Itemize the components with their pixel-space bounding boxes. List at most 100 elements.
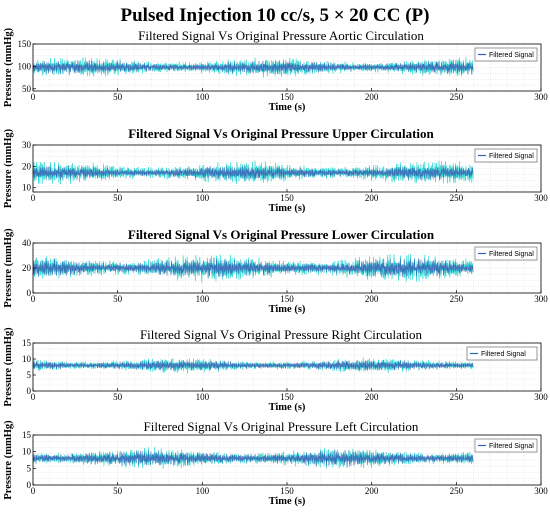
y-axis-label: Pressure (mmHg)	[3, 228, 14, 308]
series-filtered-line	[32, 165, 474, 181]
panel-3: Filtered Signal Vs Original Pressure Low…	[3, 227, 548, 315]
legend-label: Filtered Signal	[489, 52, 534, 59]
x-tick-label: 250	[450, 294, 464, 304]
x-tick-label: 100	[196, 486, 210, 496]
x-tick-label: 0	[31, 193, 36, 203]
x-tick-label: 300	[534, 92, 548, 102]
series-filtered-line	[32, 359, 474, 372]
x-tick-label: 150	[280, 486, 294, 496]
x-tick-label: 200	[365, 193, 379, 203]
x-tick-label: 250	[450, 486, 464, 496]
x-tick-label: 300	[534, 392, 548, 402]
y-tick-label: 20	[22, 161, 32, 171]
x-tick-label: 300	[534, 193, 548, 203]
series-filtered-trend-line	[32, 363, 474, 368]
y-tick-label: 5	[27, 370, 32, 380]
x-tick-label: 200	[365, 486, 379, 496]
y-tick-label: 15	[22, 430, 32, 440]
x-tick-label: 100	[196, 92, 210, 102]
legend: Filtered Signal	[466, 346, 538, 361]
y-axis-label: Pressure (mmHg)	[3, 420, 14, 500]
x-tick-label: 150	[280, 392, 294, 402]
x-tick-label: 50	[113, 92, 123, 102]
series-filtered-trend-line	[32, 455, 474, 461]
y-tick-label: 10	[22, 183, 32, 193]
series-filtered-line	[32, 257, 474, 278]
x-tick-label: 250	[450, 392, 464, 402]
x-tick-label: 0	[31, 294, 36, 304]
legend-label: Filtered Signal	[489, 153, 534, 160]
series-filtered-trend-line	[32, 265, 474, 272]
x-tick-label: 250	[450, 92, 464, 102]
panel-title: Filtered Signal Vs Original Pressure Lef…	[144, 419, 419, 434]
x-tick-label: 50	[113, 294, 123, 304]
x-tick-label: 200	[365, 392, 379, 402]
y-axis-label: Pressure (mmHg)	[3, 327, 14, 407]
x-tick-label: 0	[31, 392, 36, 402]
x-tick-label: 300	[534, 294, 548, 304]
legend: Filtered Signal	[474, 47, 538, 62]
x-tick-label: 0	[31, 486, 36, 496]
y-tick-label: 150	[18, 39, 32, 49]
x-tick-label: 0	[31, 92, 36, 102]
y-tick-label: 30	[22, 140, 32, 150]
x-tick-label: 200	[365, 294, 379, 304]
x-tick-label: 100	[196, 193, 210, 203]
x-tick-label: 200	[365, 92, 379, 102]
x-tick-label: 300	[534, 486, 548, 496]
x-axis-label: Time (s)	[269, 102, 306, 113]
legend: Filtered Signal	[474, 148, 538, 163]
y-axis-label: Pressure (mmHg)	[3, 128, 14, 208]
panel-title: Filtered Signal Vs Original Pressure Upp…	[128, 126, 434, 141]
x-axis-label: Time (s)	[269, 402, 306, 413]
y-tick-label: 20	[22, 263, 32, 273]
x-tick-label: 50	[113, 193, 123, 203]
x-tick-label: 100	[196, 294, 210, 304]
x-axis-label: Time (s)	[269, 304, 306, 315]
x-tick-label: 150	[280, 294, 294, 304]
y-tick-label: 0	[27, 386, 32, 396]
x-axis-label: Time (s)	[269, 203, 306, 214]
y-tick-label: 10	[22, 354, 32, 364]
y-tick-label: 10	[22, 447, 32, 457]
legend-label: Filtered Signal	[489, 251, 534, 258]
y-tick-label: 40	[22, 238, 32, 248]
y-tick-label: 100	[18, 61, 32, 71]
series-filtered-line	[32, 449, 474, 467]
y-tick-label: 50	[22, 84, 32, 94]
series-filtered-trend-line	[32, 170, 474, 176]
y-tick-label: 15	[22, 338, 32, 348]
panel-1: Filtered Signal Vs Original Pressure Aor…	[3, 27, 548, 113]
x-tick-label: 100	[196, 392, 210, 402]
legend-box	[474, 246, 538, 261]
x-tick-label: 250	[450, 193, 464, 203]
panel-5: Filtered Signal Vs Original Pressure Lef…	[3, 419, 548, 507]
panel-2: Filtered Signal Vs Original Pressure Upp…	[3, 126, 548, 214]
legend-box	[474, 148, 538, 163]
panel-title: Filtered Signal Vs Original Pressure Rig…	[140, 327, 423, 342]
legend-box	[466, 346, 538, 361]
panel-title: Filtered Signal Vs Original Pressure Low…	[128, 227, 435, 242]
main-title: Pulsed Injection 10 cc/s, 5 × 20 CC (P)	[121, 5, 430, 26]
legend-box	[474, 438, 538, 453]
x-tick-label: 50	[113, 392, 123, 402]
legend: Filtered Signal	[474, 438, 538, 453]
y-tick-label: 5	[27, 463, 32, 473]
x-tick-label: 150	[280, 193, 294, 203]
legend-box	[474, 47, 538, 62]
y-axis-label: Pressure (mmHg)	[3, 27, 14, 107]
legend-label: Filtered Signal	[481, 351, 526, 358]
series-filtered-trend-line	[32, 64, 474, 70]
series-filtered-line	[32, 60, 474, 75]
legend-label: Filtered Signal	[489, 443, 534, 450]
y-tick-label: 0	[27, 480, 32, 490]
x-axis-label: Time (s)	[269, 496, 306, 507]
panel-4: Filtered Signal Vs Original Pressure Rig…	[3, 327, 548, 413]
panel-title: Filtered Signal Vs Original Pressure Aor…	[138, 28, 424, 43]
x-tick-label: 50	[113, 486, 123, 496]
y-tick-label: 0	[27, 288, 32, 298]
x-tick-label: 150	[280, 92, 294, 102]
legend: Filtered Signal	[474, 246, 538, 261]
series-original-line	[32, 357, 474, 374]
